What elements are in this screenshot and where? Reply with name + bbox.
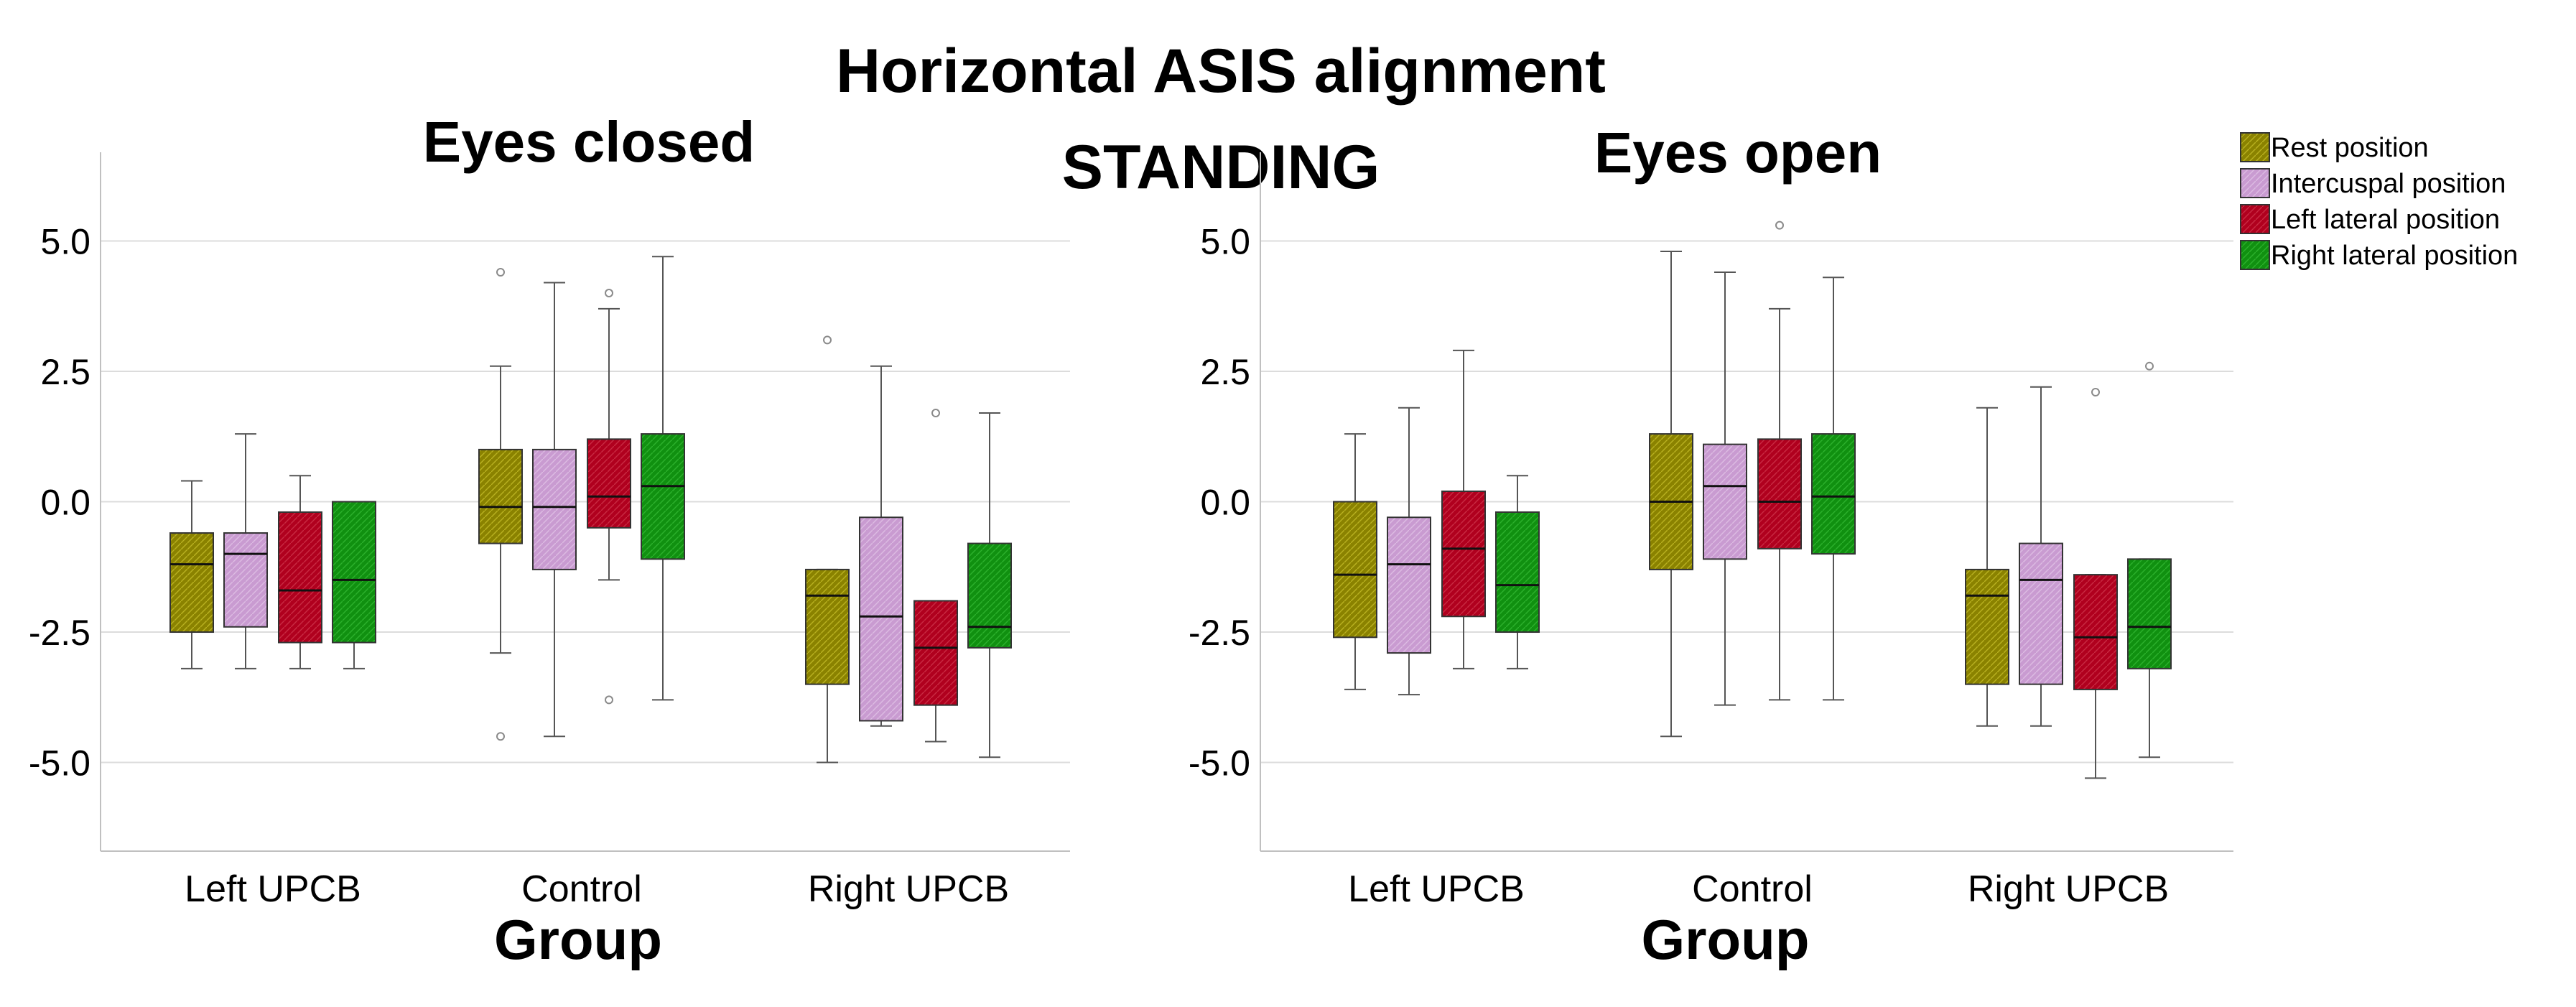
box-iqr xyxy=(1703,443,1747,560)
box-iqr xyxy=(1811,433,1856,555)
y-tick-label: 5.0 xyxy=(40,221,90,261)
box-eyes-closed-1-0 xyxy=(223,433,268,669)
box-iqr xyxy=(967,542,1012,649)
outlier-point xyxy=(2145,361,2154,371)
outlier-point xyxy=(1775,221,1784,230)
box-eyes-closed-2-0 xyxy=(278,475,322,669)
x-tick-label: Right UPCB xyxy=(808,868,1009,910)
y-tick-label: -2.5 xyxy=(29,613,90,653)
box-eyes-open-1-2 xyxy=(2019,386,2063,727)
box-eyes-open-3-1 xyxy=(1811,277,1856,701)
y-tick-label: 0.0 xyxy=(1200,483,1250,523)
box-iqr xyxy=(2019,542,2063,685)
outlier-point xyxy=(823,335,832,345)
panel-title-eyes-closed: Eyes closed xyxy=(423,110,755,174)
box-eyes-closed-0-1 xyxy=(478,268,523,741)
box-iqr xyxy=(1441,490,1486,618)
box-iqr xyxy=(1387,516,1431,654)
box-iqr xyxy=(332,501,376,644)
box-eyes-closed-3-1 xyxy=(641,256,685,701)
y-tick-label: 5.0 xyxy=(1200,221,1250,261)
box-iqr xyxy=(2073,574,2118,690)
x-tick-label: Left UPCB xyxy=(1348,868,1525,910)
box-iqr xyxy=(169,532,214,634)
legend-label: Left lateral position xyxy=(2271,205,2500,235)
legend-label: Right lateral position xyxy=(2271,241,2518,271)
box-iqr xyxy=(587,438,631,529)
box-iqr xyxy=(2127,558,2172,669)
outlier-point xyxy=(496,732,505,741)
box-eyes-open-0-1 xyxy=(1649,250,1693,738)
box-eyes-open-2-1 xyxy=(1757,221,1802,701)
legend-label: Intercuspal position xyxy=(2271,169,2506,199)
box-iqr xyxy=(532,448,577,570)
box-eyes-closed-1-2 xyxy=(859,365,903,727)
box-eyes-closed-3-0 xyxy=(332,501,376,669)
legend-label: Rest position xyxy=(2271,133,2429,163)
box-iqr xyxy=(478,448,523,544)
box-eyes-open-1-1 xyxy=(1703,272,1747,706)
legend: Rest position Intercuspal position Left la… xyxy=(2240,132,2518,271)
box-eyes-open-1-0 xyxy=(1387,407,1431,696)
outlier-point xyxy=(605,695,613,705)
outlier-point xyxy=(605,289,613,298)
y-tick-label: 0.0 xyxy=(40,483,90,523)
y-tick-label: -5.0 xyxy=(29,743,90,784)
box-iqr xyxy=(278,511,322,644)
box-eyes-open-0-2 xyxy=(1965,407,2009,727)
box-iqr xyxy=(1757,438,1802,549)
box-iqr xyxy=(805,568,850,685)
y-tick-label: 2.5 xyxy=(1200,352,1250,392)
legend-item: Left lateral position xyxy=(2240,204,2500,235)
x-tick-label: Right UPCB xyxy=(1968,868,2169,910)
legend-swatch xyxy=(2240,204,2270,234)
box-eyes-open-3-0 xyxy=(1495,475,1540,669)
box-eyes-open-2-2 xyxy=(2073,388,2118,779)
x-tick-label: Control xyxy=(1692,868,1813,910)
y-tick-label: -2.5 xyxy=(1189,613,1250,653)
legend-item: Rest position xyxy=(2240,132,2429,163)
legend-item: Intercuspal position xyxy=(2240,168,2506,199)
legend-swatch xyxy=(2240,240,2270,270)
box-iqr xyxy=(1333,501,1377,639)
box-iqr xyxy=(1965,568,2009,685)
box-eyes-open-3-2 xyxy=(2127,361,2172,758)
x-axis-title: Group xyxy=(494,908,662,971)
panel-eyes-closed: Eyes closed 5.0 2.5 0.0 -2.5 -5.0 Left UPCB Con… xyxy=(29,110,1070,971)
box-eyes-closed-3-2 xyxy=(967,412,1012,758)
legend-item: Right lateral position xyxy=(2240,240,2518,271)
box-iqr xyxy=(913,600,958,706)
y-tick-label: 2.5 xyxy=(40,352,90,392)
box-eyes-open-0-0 xyxy=(1333,433,1377,690)
x-tick-label: Left UPCB xyxy=(185,868,361,910)
box-iqr xyxy=(641,433,685,560)
x-axis-title: Group xyxy=(1642,908,1810,971)
box-eyes-closed-0-2 xyxy=(805,335,850,764)
box-eyes-open-2-0 xyxy=(1441,349,1486,669)
legend-swatch xyxy=(2240,132,2270,162)
box-iqr xyxy=(859,516,903,722)
box-eyes-closed-1-1 xyxy=(532,282,577,738)
box-eyes-closed-2-2 xyxy=(913,409,958,743)
main-title: Horizontal ASIS alignment xyxy=(836,37,1606,106)
box-eyes-closed-0-0 xyxy=(169,480,214,669)
legend-swatch xyxy=(2240,168,2270,198)
y-tick-label: -5.0 xyxy=(1189,743,1250,784)
x-tick-label: Control xyxy=(521,868,642,910)
outlier-point xyxy=(931,409,940,418)
sub-title: STANDING xyxy=(1062,133,1380,202)
panel-title-eyes-open: Eyes open xyxy=(1594,121,1882,185)
outlier-point xyxy=(2091,388,2100,397)
box-iqr xyxy=(1495,511,1540,634)
outlier-point xyxy=(496,268,505,277)
panel-eyes-open: Eyes open 5.0 2.5 0.0 -2.5 -5.0 Left UPCB Contr… xyxy=(1189,121,2233,971)
box-eyes-closed-2-1 xyxy=(587,289,631,705)
box-iqr xyxy=(223,532,268,628)
